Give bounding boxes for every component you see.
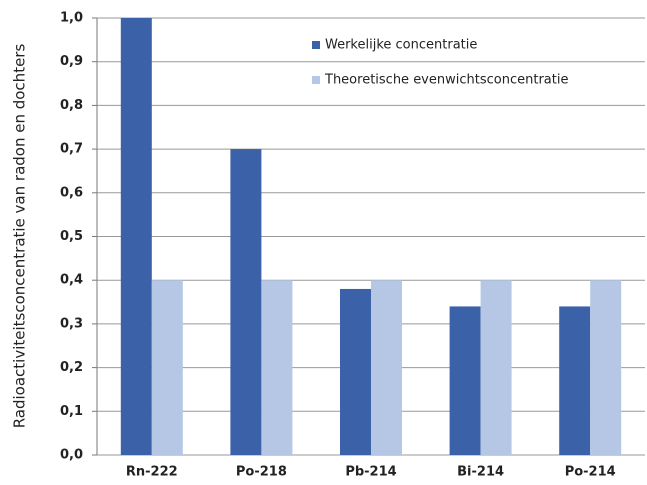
y-tick-label: 0,6 xyxy=(60,185,83,200)
y-tick-label: 0,0 xyxy=(60,448,83,463)
bar xyxy=(480,280,512,455)
y-tick-label: 0,3 xyxy=(60,316,83,331)
x-tick-label: Bi-214 xyxy=(457,465,504,480)
y-axis-label: Radioactiviteitsconcentratie van radon e… xyxy=(11,44,29,429)
bar xyxy=(559,306,591,455)
y-tick-label: 0,1 xyxy=(60,404,83,419)
y-tick-label: 0,4 xyxy=(60,273,83,288)
bar xyxy=(449,306,481,455)
bar xyxy=(261,280,293,455)
bar xyxy=(371,280,402,455)
bar xyxy=(340,288,371,455)
x-tick-label: Po-218 xyxy=(236,465,287,480)
x-tick-label: Pb-214 xyxy=(345,465,396,480)
y-tick-label: 0,2 xyxy=(60,360,83,375)
y-tick-label: 0,8 xyxy=(60,98,83,113)
legend-label: Werkelijke concentratie xyxy=(325,38,477,53)
y-tick-label: 0,5 xyxy=(60,229,83,244)
y-tick-label: 0,9 xyxy=(60,54,83,69)
bar xyxy=(590,280,622,455)
bar xyxy=(120,18,152,455)
x-tick-label: Po-214 xyxy=(565,465,616,480)
legend-swatch xyxy=(312,76,320,84)
bar xyxy=(230,149,262,455)
y-tick-label: 0,7 xyxy=(60,142,83,157)
legend-swatch xyxy=(312,41,320,49)
y-tick-label: 1,0 xyxy=(60,11,83,26)
x-tick-label: Rn-222 xyxy=(126,465,178,480)
legend-label: Theoretische evenwichtsconcentratie xyxy=(324,73,568,88)
bar xyxy=(151,280,183,455)
